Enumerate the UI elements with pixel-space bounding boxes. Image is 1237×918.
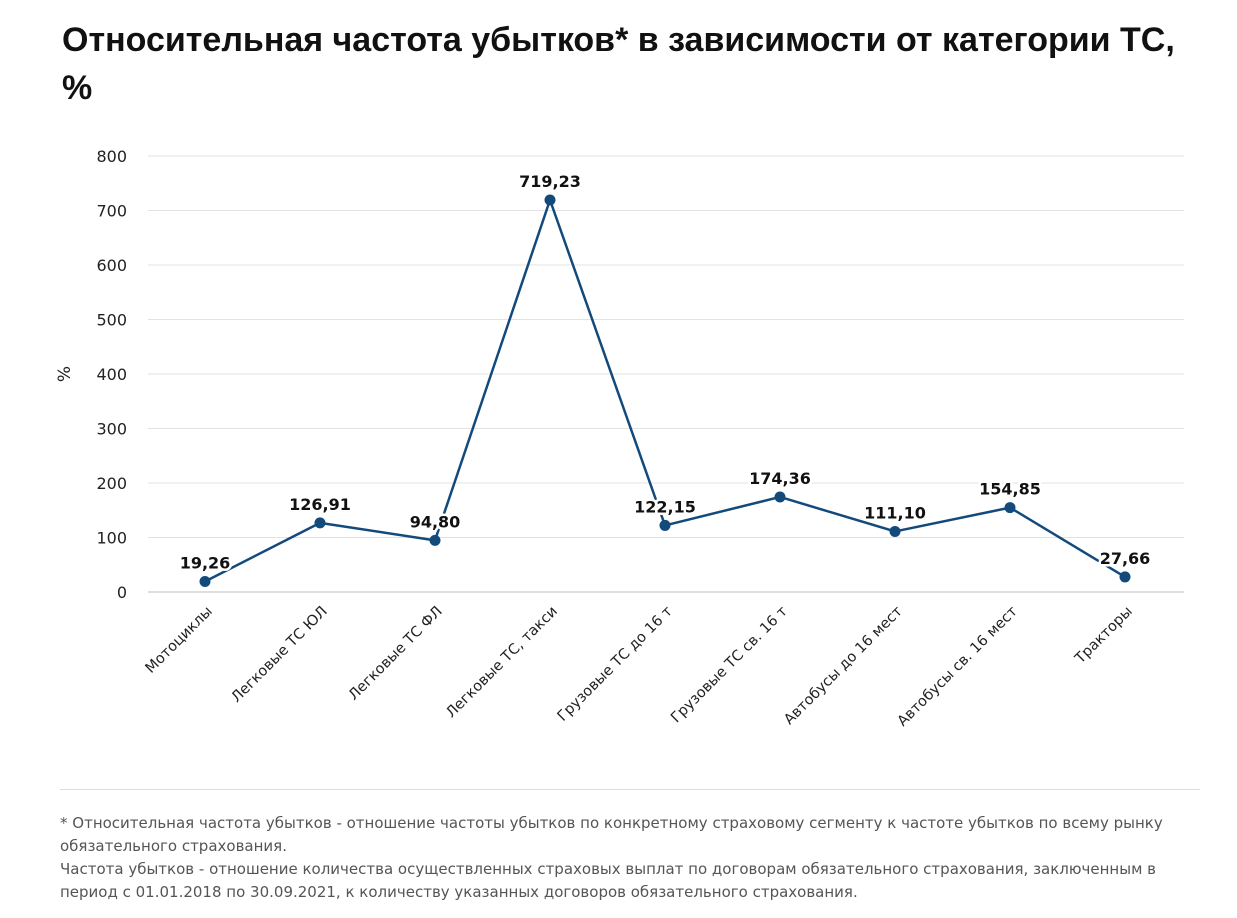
data-label: 94,80 bbox=[410, 512, 461, 531]
data-label: 27,66 bbox=[1100, 549, 1151, 568]
y-tick-label: 500 bbox=[96, 311, 127, 330]
data-point bbox=[774, 491, 786, 503]
data-point bbox=[889, 525, 901, 537]
data-point bbox=[429, 534, 441, 546]
data-label: 174,36 bbox=[749, 469, 811, 488]
footnote-divider bbox=[60, 789, 1200, 790]
data-label-halo: 719,23 bbox=[519, 172, 581, 191]
y-tick-label: 800 bbox=[96, 147, 127, 166]
x-tick-label: Мотоциклы bbox=[143, 604, 216, 677]
data-point bbox=[314, 517, 326, 529]
data-label: 154,85 bbox=[979, 480, 1041, 499]
data-label-halo: 111,10 bbox=[864, 503, 926, 522]
data-point bbox=[1004, 502, 1016, 514]
x-axis-ticks: Мотоциклы Легковые ТС ЮЛ Легковые ТС ФЛЛег… bbox=[143, 603, 1136, 730]
data-point bbox=[1119, 571, 1131, 583]
data-label: 126,91 bbox=[289, 495, 351, 514]
data-label-halo: 126,91 bbox=[289, 495, 351, 514]
x-tick-label: Легковые ТС ЮЛ bbox=[228, 604, 330, 706]
x-tick-label: Грузовые ТС св. 16 т bbox=[668, 603, 791, 726]
data-label: 719,23 bbox=[519, 172, 581, 191]
x-tick-label: Тракторы bbox=[1072, 604, 1136, 668]
x-tick-label: Легковые ТС ФЛ bbox=[346, 604, 446, 704]
data-label-halo: 27,66 bbox=[1100, 549, 1151, 568]
data-point bbox=[199, 576, 211, 588]
y-axis-label: % bbox=[55, 366, 75, 382]
data-points bbox=[199, 194, 1131, 588]
data-label-halo: 154,85 bbox=[979, 480, 1041, 499]
y-tick-label: 700 bbox=[96, 202, 127, 221]
footnote-definition: * Относительная частота убытков - отноше… bbox=[60, 814, 1163, 855]
y-tick-label: 300 bbox=[96, 420, 127, 439]
data-label-halo: 122,15 bbox=[634, 497, 696, 516]
chart-title: Относительная частота убытков* в зависим… bbox=[62, 21, 1175, 107]
data-point bbox=[659, 519, 671, 531]
x-tick-label: Грузовые ТС до 16 т bbox=[555, 603, 677, 725]
data-label: 111,10 bbox=[864, 503, 926, 522]
data-label-halo: 94,80 bbox=[410, 512, 461, 531]
footnotes: * Относительная частота убытков - отноше… bbox=[60, 812, 1200, 904]
y-tick-label: 600 bbox=[96, 256, 127, 275]
footnote-frequency: Частота убытков - отношение количества о… bbox=[60, 860, 1156, 901]
data-labels: 19,2619,26126,91126,9194,8094,80719,2371… bbox=[177, 170, 1153, 575]
gridlines bbox=[148, 155, 1184, 593]
x-tick-label: Легковые ТС, такси bbox=[443, 604, 561, 722]
y-axis-ticks: 0 100 200 300 400 500 600 700 800 bbox=[96, 147, 127, 602]
data-label-halo: 19,26 bbox=[180, 554, 231, 573]
x-tick-label: Автобусы до 16 мест bbox=[781, 603, 906, 728]
x-tick-label: Автобусы св. 16 мест bbox=[895, 603, 1022, 730]
data-label-halo: 174,36 bbox=[749, 469, 811, 488]
data-label: 122,15 bbox=[634, 497, 696, 516]
data-point bbox=[544, 194, 556, 206]
y-tick-label: 100 bbox=[96, 529, 127, 548]
data-label: 19,26 bbox=[180, 554, 231, 573]
y-tick-label: 400 bbox=[96, 365, 127, 384]
y-tick-label: 200 bbox=[96, 474, 127, 493]
y-tick-label: 0 bbox=[117, 583, 127, 602]
